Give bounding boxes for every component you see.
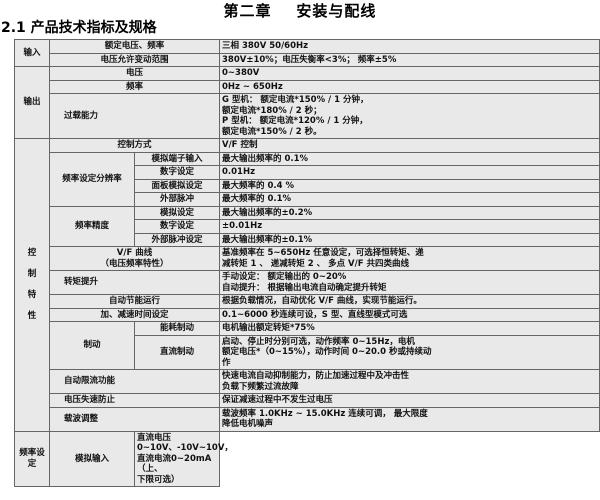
row-value: 直流电压0~10V、-10V~10V，直流电流0~20mA（上、 下限可选） [134, 430, 233, 487]
table-row: 直流制动 启动、停止时分别可选，动作频率 0~15Hz，电机 额定电压*（0~1… [15, 334, 600, 370]
group-char: 性 [27, 311, 37, 321]
table-row: 频率精度 模拟设定 最大输出频率的±0.2% [15, 205, 600, 247]
row-label: 电压 [49, 66, 220, 81]
specification-table: 输入 额定电压、频率 三相 380V 50/60Hz 电压允许变动范围 380V… [14, 39, 600, 487]
group-label-control: 控 制 特 性 [14, 138, 50, 432]
row-label: 额定电压、频率 [49, 39, 220, 54]
table-row: 自动限流功能 快速电流自动抑制能力，防止加速过程中及冲击性 负载下频繁过流故障 [15, 369, 600, 394]
group-label-input: 输入 [14, 39, 50, 67]
row-label: 自动节能运行 [49, 294, 220, 309]
row-value: 0~380V [219, 66, 600, 81]
group-label-output: 输出 [14, 66, 50, 139]
row-label: 外部脉冲设定 [134, 232, 220, 247]
group-char [17, 259, 47, 270]
section-title: 2.1 产品技术指标及规格 [1, 20, 157, 36]
group-char: 特 [27, 290, 37, 300]
row-label: 加、减速时间设定 [49, 307, 220, 322]
row-label: 模拟输入 [49, 430, 135, 487]
row-label: 能耗制动 [134, 321, 220, 336]
table-row: 输入 额定电压、频率 三相 380V 50/60Hz [14, 39, 600, 67]
row-value: 0.1~6000 秒连续可设，S 型、直线型模式可选 [219, 307, 600, 322]
table-row: 电压失速防止 保证减速过程中不发生过电压 [15, 393, 600, 408]
table-row: 自动节能运行 根据负载情况，自动优化 V/F 曲线，实现节能运行。 [15, 294, 600, 309]
row-label: 外部脉冲 [134, 192, 220, 207]
row-label: 载波调整 [49, 406, 220, 432]
row-label: 模拟设定 [134, 205, 220, 220]
row-label: 直流制动 [134, 334, 220, 370]
group-char: 输入 [23, 47, 41, 58]
table-row: 过载能力 G 型机： 额定电流*150% / 1 分钟， 额定电流*180% /… [15, 93, 600, 139]
row-value: 最大频率的 0.1% [219, 192, 600, 207]
table-row: V/F 曲线 （电压频率特性） 基准频率在 5~650Hz 任意设定，可选择恒转… [15, 246, 600, 271]
row-value: 快速电流自动抑制能力，防止加速过程中及冲击性 负载下频繁过流故障 [219, 369, 600, 394]
table-row: 制动 能耗制动 电机输出额定转矩*75% [15, 321, 600, 370]
row-label: 频率 [49, 79, 220, 94]
row-value: 手动设定： 额定输出的 0~20% 自动提升： 根据输出电流自动确定提升转矩 [219, 270, 600, 295]
group-char [17, 280, 47, 291]
row-label: 数字设定 [134, 219, 220, 234]
row-label: 数字设定 [134, 165, 220, 180]
sub-group-label: 频率精度 [49, 205, 135, 247]
row-value: 载波频率 1.0KHz ~ 15.0KHz 连续可调， 最大限度 降低电机噪声 [219, 406, 600, 432]
sub-group-label: 制动 [49, 321, 135, 370]
row-label: 自动限流功能 [49, 369, 220, 394]
row-value: 最大输出频率的±0.1% [219, 232, 600, 247]
table-row: 转矩提升 手动设定： 额定输出的 0~20% 自动提升： 根据输出电流自动确定提… [15, 270, 600, 295]
group-char: 输出 [23, 97, 41, 108]
row-value: ±0.01Hz [219, 219, 600, 234]
row-value: V/F 控制 [219, 138, 600, 153]
table-row: 控 制 特 性 控制方式 V/F 控制 [14, 138, 600, 432]
row-value: 最大频率的 0.4 % [219, 178, 600, 193]
row-value: 最大输出频率的±0.2% [219, 205, 600, 220]
row-value: 最大输出频率的 0.1% [219, 151, 600, 166]
row-label: 电压失速防止 [49, 393, 220, 408]
table-row: 外部脉冲 最大频率的 0.1% [15, 192, 600, 207]
table-row: 频率设定 模拟输入 直流电压0~10V、-10V~10V，直流电流0~20mA（… [14, 430, 600, 487]
row-value: 380V±10%；电压失衡率<3%； 频率±5% [219, 52, 600, 67]
table-row: 加、减速时间设定 0.1~6000 秒连续可设，S 型、直线型模式可选 [15, 307, 600, 322]
row-label: 控制方式 [49, 138, 220, 153]
row-label: 电压允许变动范围 [49, 52, 220, 67]
row-label: 过载能力 [49, 93, 220, 139]
table-row: 电压允许变动范围 380V±10%；电压失衡率<3%； 频率±5% [15, 52, 600, 67]
sub-group-label: 频率设定分辨率 [49, 151, 135, 207]
row-label: 转矩提升 [49, 270, 220, 295]
row-value: 三相 380V 50/60Hz [219, 39, 600, 54]
row-value: 启动、停止时分别可选，动作频率 0~15Hz，电机 额定电压*（0~15%），动… [219, 334, 600, 370]
row-label: 模拟端子输入 [134, 151, 220, 166]
table-row: 频率 0Hz ~ 650Hz [15, 79, 600, 94]
table-row: 频率设定分辨率 模拟端子输入 最大输出频率的 0.1% [15, 151, 600, 207]
row-label: 面板模拟设定 [134, 178, 220, 193]
row-value: 根据负载情况，自动优化 V/F 曲线，实现节能运行。 [219, 294, 600, 309]
table-row: 数字设定 ±0.01Hz [15, 219, 600, 234]
row-value: 电机输出额定转矩*75% [219, 321, 600, 336]
group-char: 制 [27, 269, 37, 279]
row-value: 保证减速过程中不发生过电压 [219, 393, 600, 408]
row-label: V/F 曲线 （电压频率特性） [49, 246, 220, 271]
row-value: 基准频率在 5~650Hz 任意设定，可选择恒转矩、递 减转矩 1 、 递减转矩… [219, 246, 600, 271]
group-char [17, 301, 47, 312]
row-value: 0.01Hz [219, 165, 600, 180]
chapter-title: 第二章 安装与配线 [223, 2, 377, 20]
table-row: 输出 电压 0~380V [14, 66, 600, 139]
table-row: 数字设定 0.01Hz [15, 165, 600, 180]
row-value: 0Hz ~ 650Hz [219, 79, 600, 94]
group-char: 控 [27, 248, 37, 258]
table-row: 外部脉冲设定 最大输出频率的±0.1% [15, 232, 600, 247]
row-value: G 型机： 额定电流*150% / 1 分钟， 额定电流*180% / 2 秒；… [219, 93, 600, 139]
sub-group-label: 频率设定 [14, 430, 50, 487]
table-row: 载波调整 载波频率 1.0KHz ~ 15.0KHz 连续可调， 最大限度 降低… [15, 406, 600, 432]
